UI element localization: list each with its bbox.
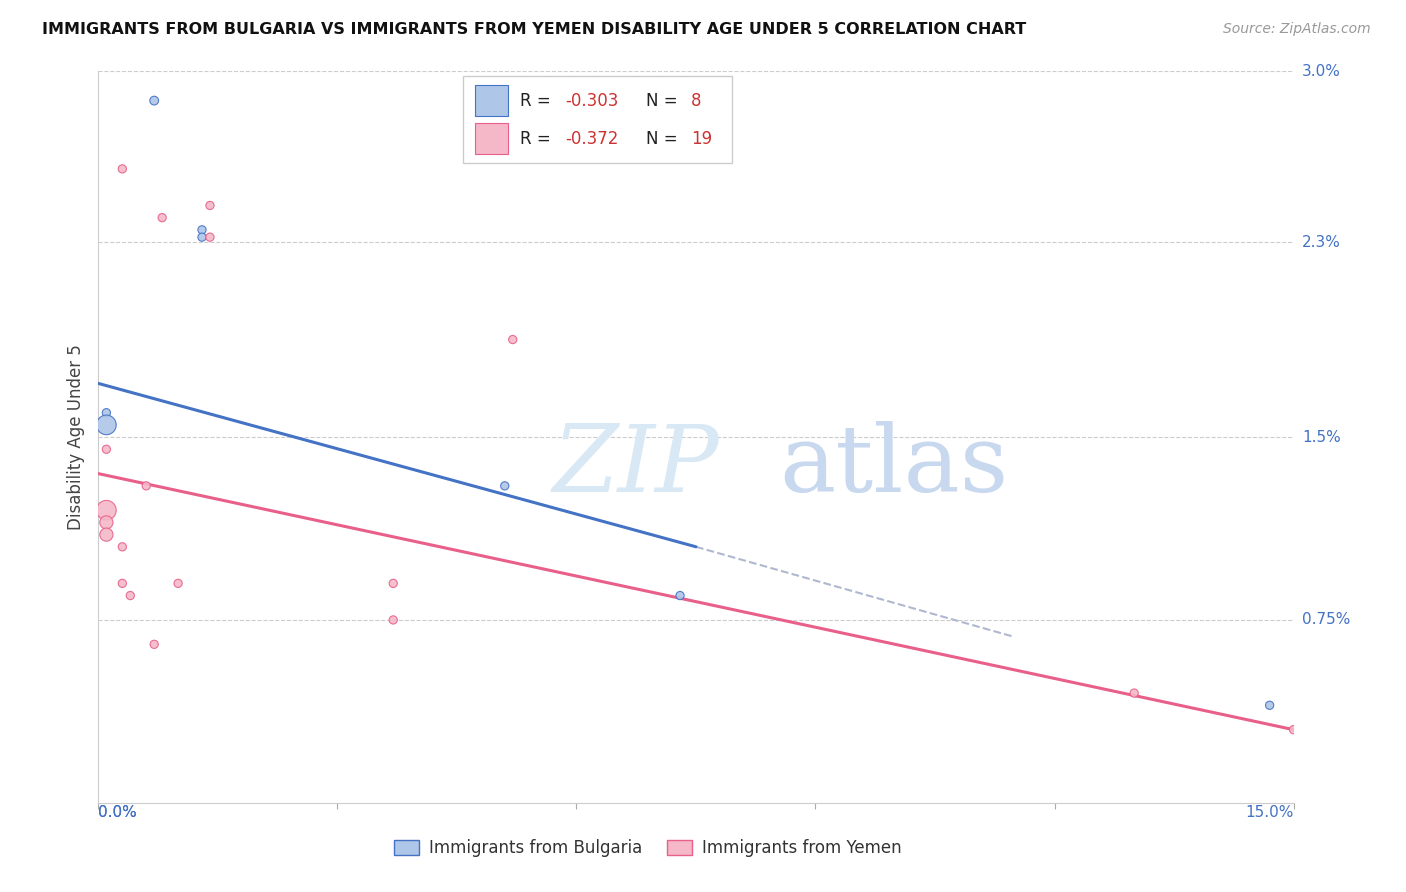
Text: 0.0%: 0.0% [98, 805, 138, 820]
Text: R =: R = [520, 92, 557, 110]
FancyBboxPatch shape [475, 123, 509, 154]
Point [150, 211, 173, 225]
Legend: Immigrants from Bulgaria, Immigrants from Yemen: Immigrants from Bulgaria, Immigrants fro… [388, 832, 908, 864]
Point [96, 442, 118, 457]
Point [167, 576, 190, 591]
Point [120, 589, 142, 603]
Point [198, 230, 221, 244]
Text: N =: N = [645, 92, 683, 110]
Point [111, 161, 134, 176]
Point [1258, 698, 1281, 713]
Text: ZIP: ZIP [553, 421, 720, 511]
Text: -0.303: -0.303 [565, 92, 619, 110]
Text: 0.0%: 0.0% [98, 805, 138, 820]
Point [143, 94, 166, 108]
Text: R =: R = [520, 129, 557, 147]
Point [382, 576, 405, 591]
Text: 2.3%: 2.3% [1302, 235, 1341, 250]
Text: 3.0%: 3.0% [1302, 64, 1341, 78]
Text: Source: ZipAtlas.com: Source: ZipAtlas.com [1223, 22, 1371, 37]
Text: 15.0%: 15.0% [1246, 805, 1294, 820]
Point [191, 230, 214, 244]
Point [135, 479, 157, 493]
Point [96, 417, 118, 432]
Text: -0.372: -0.372 [565, 129, 619, 147]
Text: IMMIGRANTS FROM BULGARIA VS IMMIGRANTS FROM YEMEN DISABILITY AGE UNDER 5 CORRELA: IMMIGRANTS FROM BULGARIA VS IMMIGRANTS F… [42, 22, 1026, 37]
Text: 0.75%: 0.75% [1302, 613, 1350, 627]
Point [96, 516, 118, 530]
Point [1123, 686, 1146, 700]
Text: atlas: atlas [779, 421, 1010, 511]
Point [111, 540, 134, 554]
Point [143, 637, 166, 651]
Point [96, 527, 118, 541]
Point [191, 223, 214, 237]
Point [111, 576, 134, 591]
Text: 19: 19 [692, 129, 713, 147]
Y-axis label: Disability Age Under 5: Disability Age Under 5 [66, 344, 84, 530]
FancyBboxPatch shape [475, 85, 509, 116]
Text: 8: 8 [692, 92, 702, 110]
Point [494, 479, 516, 493]
Text: 1.5%: 1.5% [1302, 430, 1340, 444]
Point [669, 589, 692, 603]
Point [96, 503, 118, 517]
FancyBboxPatch shape [463, 77, 733, 162]
Point [96, 406, 118, 420]
Point [502, 333, 524, 347]
Point [1282, 723, 1305, 737]
Point [382, 613, 405, 627]
Text: N =: N = [645, 129, 683, 147]
Point [198, 198, 221, 212]
